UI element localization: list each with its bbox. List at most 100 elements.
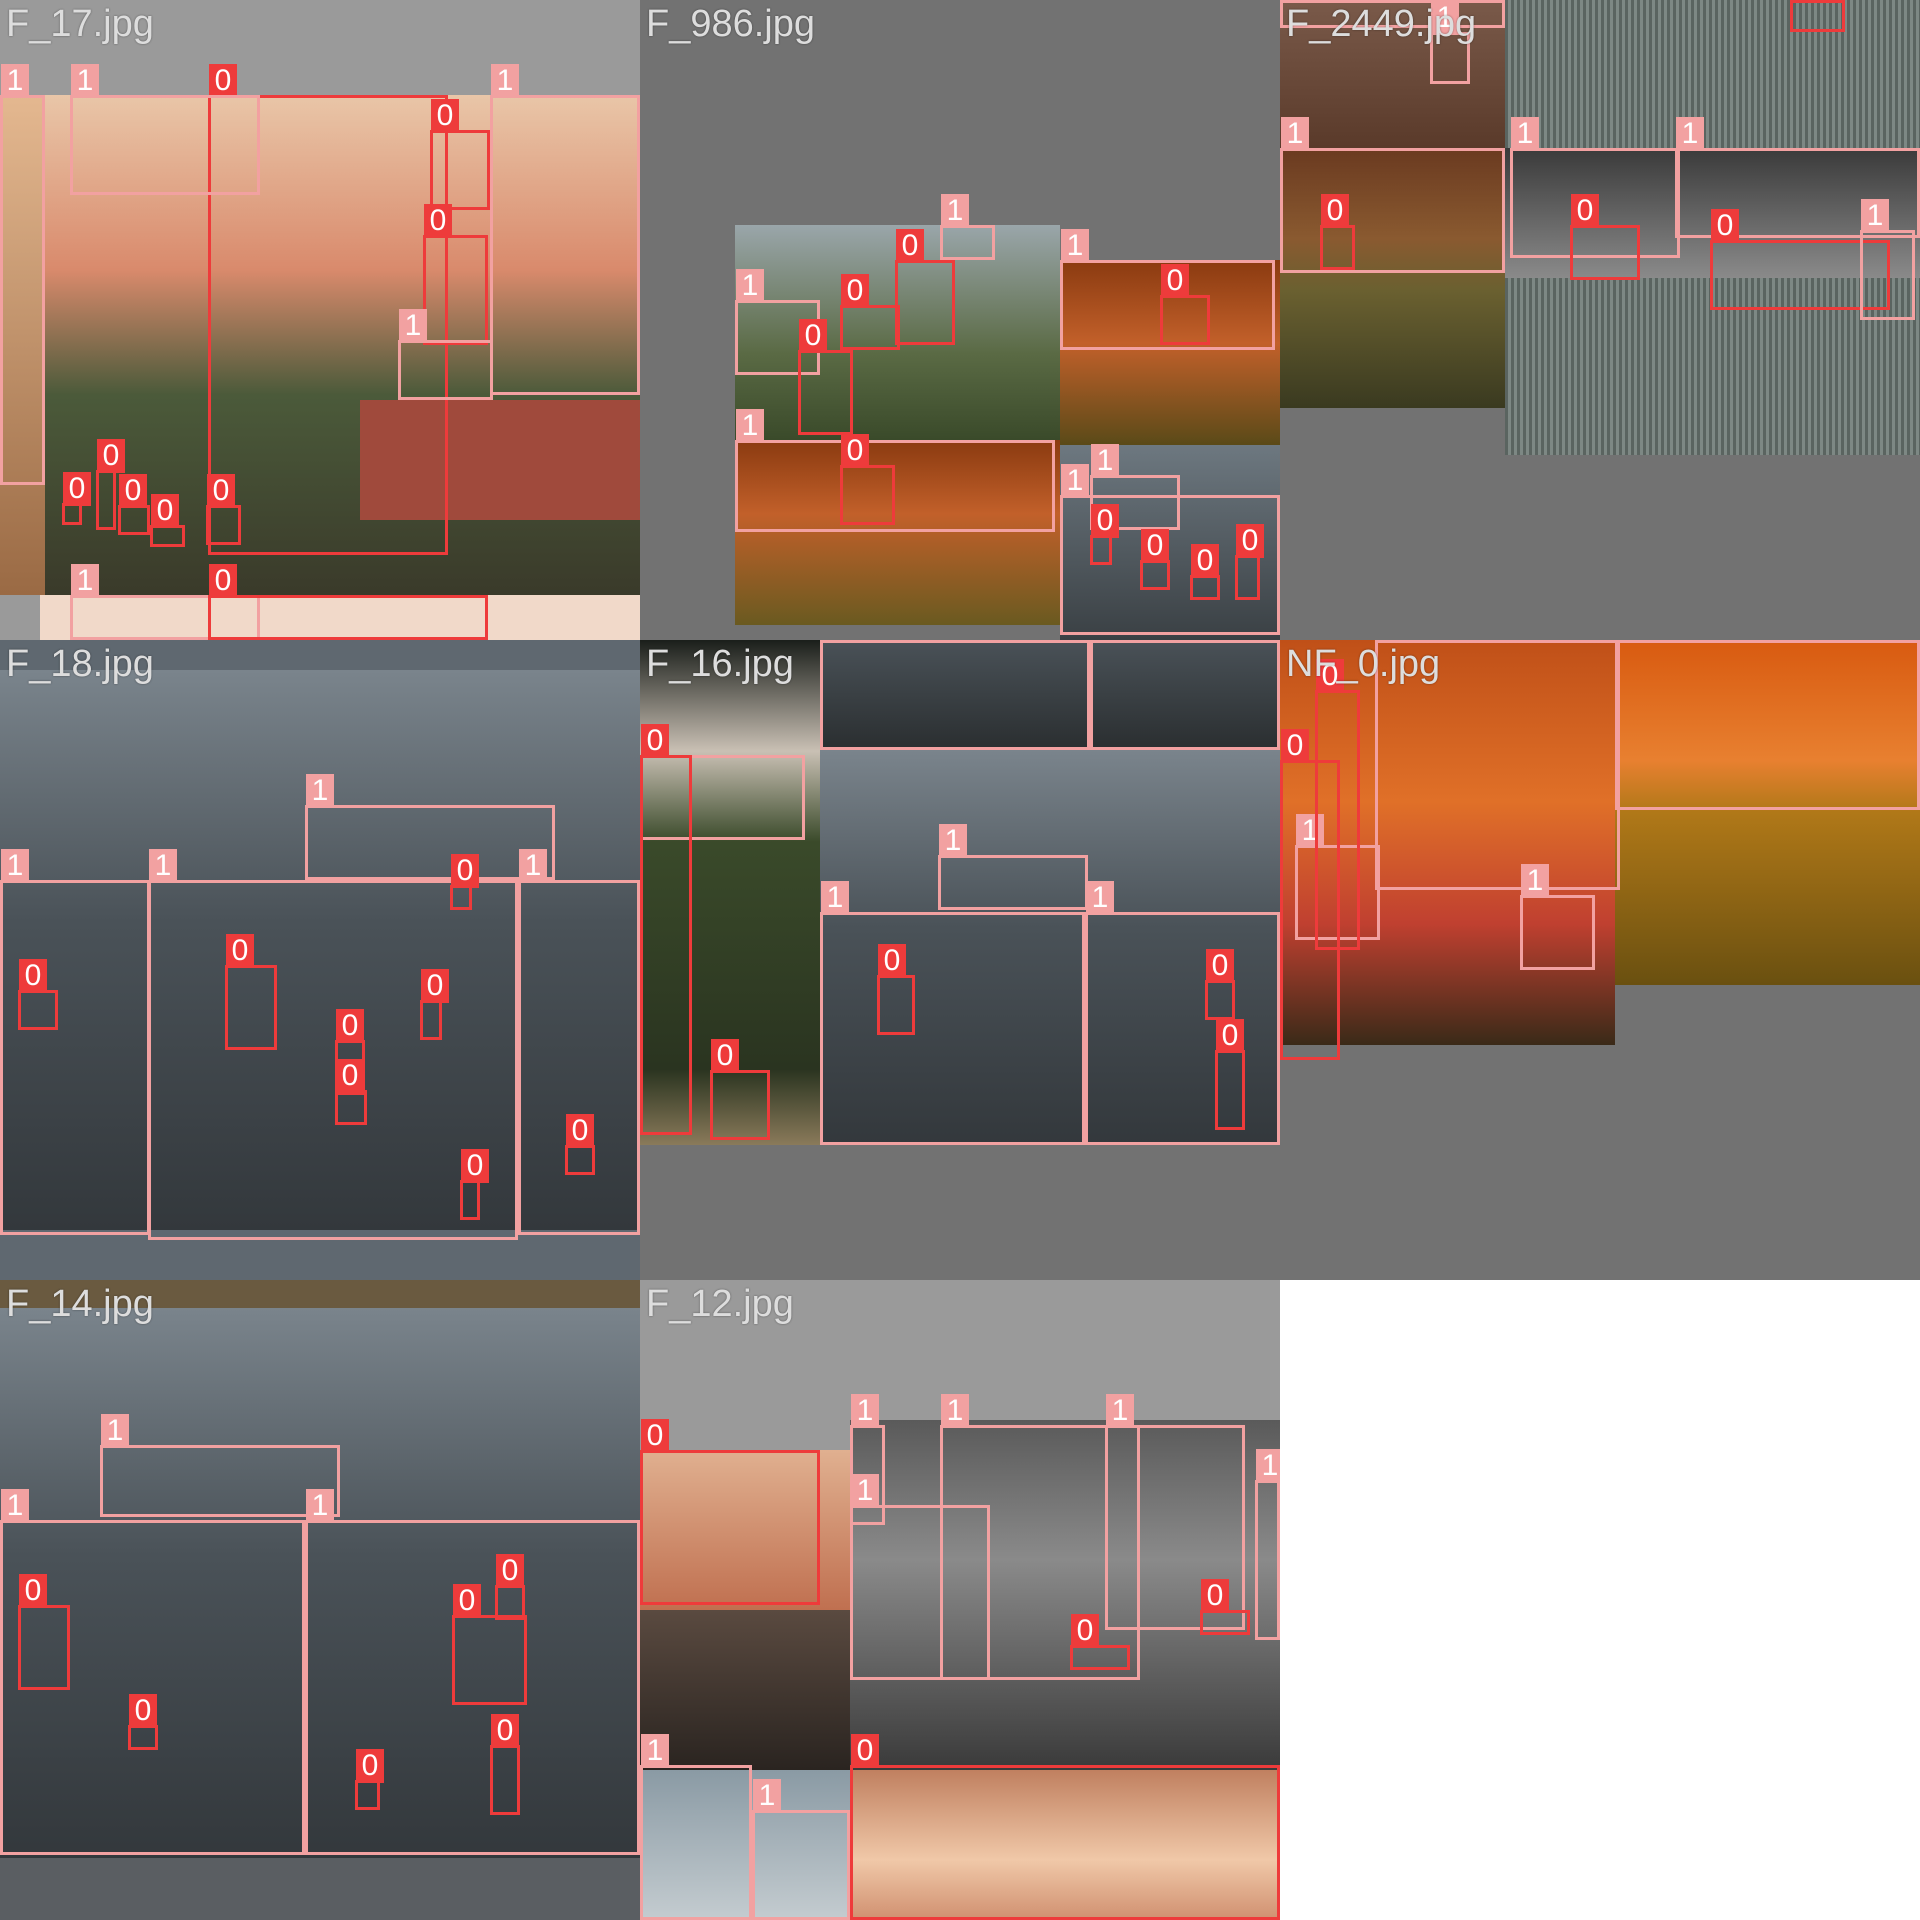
- smoke-box: 1: [1430, 1, 1470, 84]
- photo-orange-forest: [1615, 640, 1920, 985]
- tile-f14: F_14.jpg 1 1 1 0 0 0 0 0 0: [0, 1280, 640, 1920]
- tile-label: F_2449.jpg: [1286, 3, 1477, 45]
- smoke-box: 1: [1860, 199, 1915, 320]
- fire-box: 0: [420, 969, 449, 1040]
- fire-box: 0: [1090, 504, 1119, 565]
- photo-smoky-forest: [0, 670, 640, 1230]
- smoke-box: 1: [490, 64, 640, 395]
- smoke-box: 1: [305, 774, 555, 880]
- fire-box: 0: [850, 1734, 1280, 1920]
- smoke-box: 1: [1375, 640, 1620, 890]
- fire-box: 0: [452, 1584, 527, 1705]
- smoke-box: 1: [735, 409, 1055, 532]
- smoke-box: 1: [940, 194, 995, 260]
- fire-box: 0: [1200, 1579, 1250, 1635]
- photo-burning-forest: [1280, 148, 1505, 408]
- fire-box: 0: [96, 439, 125, 530]
- fire-box: 0: [1140, 529, 1170, 590]
- fire-box: 0: [430, 99, 490, 210]
- smoke-box: 1: [0, 1489, 305, 1855]
- fire-box: 0: [225, 934, 277, 1050]
- photo-edge-strip: [0, 95, 45, 595]
- smoke-box: 1: [938, 824, 1088, 910]
- fire-box: 0: [423, 204, 488, 345]
- fire-box: 0: [495, 1554, 525, 1620]
- photo-fire-trees: [640, 1450, 850, 1610]
- fire-box: 0: [1280, 729, 1340, 1060]
- fire-box: 0: [840, 274, 900, 350]
- smoke-box: 1: [1090, 640, 1280, 750]
- tile-nf0: NF_0.jpg 1 1 1 1 0 0: [1280, 640, 1920, 1280]
- smoke-box: 1: [305, 1489, 640, 1855]
- photo-bottom-strip: [40, 595, 640, 640]
- photo-aircraft-smoke: [640, 1770, 850, 1920]
- tile-f986: F_986.jpg 1 0 0 0 1 1 0 1 0 1 1 0 0 0 0: [640, 0, 1280, 640]
- fire-box: 0: [490, 1714, 520, 1815]
- smoke-box: 1: [1090, 444, 1180, 530]
- smoke-box: 1: [1280, 117, 1505, 273]
- fire-box: 0: [208, 564, 488, 640]
- fire-box: 0: [208, 64, 448, 555]
- fire-box: 0: [1315, 659, 1360, 950]
- fire-box: 0: [18, 959, 58, 1030]
- tile-label: F_18.jpg: [6, 643, 154, 685]
- tile-label: NF_0.jpg: [1286, 643, 1441, 685]
- photo-smoky-forest-top: [820, 640, 1280, 750]
- fire-box: 0: [128, 1694, 158, 1750]
- fire-box: 0: [798, 319, 853, 435]
- fire-box: 0: [565, 1114, 595, 1175]
- smoke-box: 1: [1615, 640, 1920, 810]
- fire-box: 0: [335, 1059, 367, 1125]
- smoke-box: 1: [1085, 881, 1280, 1145]
- tile-f17: F_17.jpg 0 1 1 0 0 1 1 0 0 0 0 0 1 0: [0, 0, 640, 640]
- tile-f2449: F_2449.jpg 1 1 1 0 1 1 0 0 0 1: [1280, 0, 1920, 640]
- fire-box: 0: [1790, 0, 1845, 32]
- fire-box: 0: [206, 474, 241, 545]
- fire-box: 0: [1215, 1019, 1245, 1130]
- photo-dark-river: [640, 1610, 850, 1770]
- photo-grass-strip: [0, 1280, 640, 1308]
- fire-box: 0: [640, 1419, 820, 1605]
- fire-box: 0: [450, 854, 479, 910]
- fire-box: 0: [1070, 1614, 1130, 1670]
- fire-box: 0: [877, 944, 915, 1035]
- photo-smoky-forest: [0, 1308, 640, 1858]
- smoke-box: 1: [0, 849, 150, 1235]
- fire-box: 0: [1160, 264, 1210, 345]
- fire-box: 0: [1190, 544, 1220, 600]
- fire-box: 0: [150, 494, 185, 547]
- smoke-box: 1: [1060, 229, 1275, 350]
- smoke-box: 1: [1520, 864, 1595, 970]
- smoke-box: 1: [518, 849, 640, 1235]
- photo-forest-orange-wide: [735, 440, 1060, 625]
- photo-orange-smoke-house: [1280, 640, 1615, 1045]
- fire-box: 0: [1205, 949, 1235, 1020]
- smoke-box: 1: [0, 64, 45, 485]
- smoke-box: 1: [1280, 0, 1505, 28]
- smoke-box: 1: [148, 849, 518, 1240]
- fire-box: 0: [840, 434, 895, 525]
- tile-label: F_986.jpg: [646, 3, 816, 45]
- smoke-box: 1: [1255, 1449, 1280, 1640]
- tile-label: F_17.jpg: [6, 3, 154, 45]
- photo-forest-fire-bright: [850, 1770, 1280, 1920]
- smoke-box: 1: [640, 1734, 752, 1920]
- fire-box: 0: [710, 1039, 770, 1140]
- fire-box: 0: [62, 472, 91, 525]
- smoke-box: 1: [398, 309, 493, 400]
- tile-label: F_16.jpg: [646, 643, 794, 685]
- fire-box: 0: [18, 1574, 70, 1690]
- smoke-box: 1: [70, 64, 260, 195]
- smoke-box: 1: [70, 564, 260, 640]
- fire-box: 0: [118, 474, 150, 535]
- fire-box: 0: [895, 229, 955, 345]
- smoke-box: 1: [1675, 117, 1920, 238]
- fire-box: 0: [355, 1749, 384, 1810]
- smoke-box: 1: [820, 640, 1090, 750]
- fire-box: 0: [640, 724, 692, 1135]
- tile-label: F_12.jpg: [646, 1283, 794, 1325]
- smoke-box: 1: [1105, 1394, 1245, 1630]
- tile-f16: F_16.jpg 1 1 1 0 1 1 1 0 0 0 0: [640, 640, 1280, 1280]
- smoke-box: 1: [735, 269, 820, 375]
- fire-box: 0: [1320, 194, 1355, 270]
